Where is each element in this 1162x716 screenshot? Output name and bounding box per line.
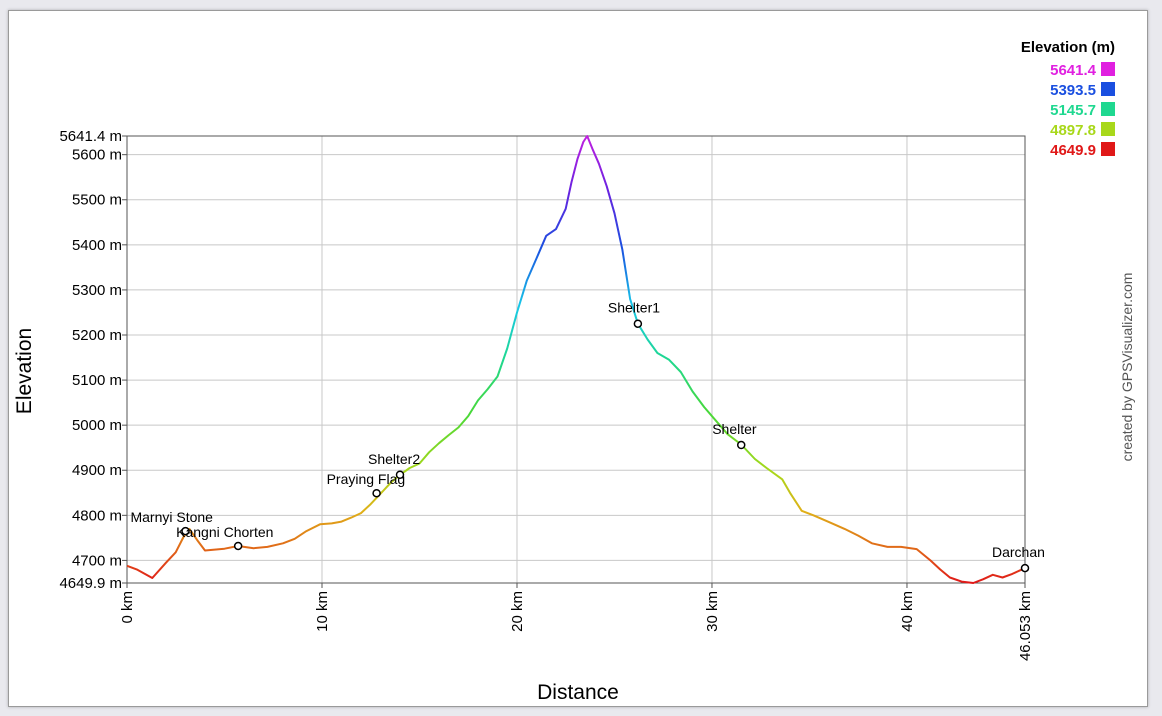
grid-lines bbox=[126, 135, 1026, 584]
legend-entry-label: 5393.5 bbox=[1050, 82, 1096, 99]
y-tick-label: 5300 m bbox=[72, 282, 122, 299]
legend-entry-label: 4897.8 bbox=[1050, 122, 1096, 139]
legend-swatch bbox=[1101, 122, 1115, 136]
waypoint-marker bbox=[633, 319, 643, 328]
y-tick-label: 4700 m bbox=[72, 552, 122, 569]
waypoint-marker bbox=[372, 488, 381, 498]
x-tick-label: 10 km bbox=[314, 591, 331, 632]
waypoint-label: Darchan bbox=[992, 544, 1045, 560]
waypoint-label: Praying Flag bbox=[327, 471, 406, 487]
y-axis-ticks: 4649.9 m 4700 m 4800 m 4900 m 5000 m 5100 m 52… bbox=[59, 128, 127, 592]
legend-swatch bbox=[1101, 102, 1115, 116]
legend-entry-label: 5145.7 bbox=[1050, 102, 1096, 119]
legend-swatch bbox=[1101, 62, 1115, 76]
legend: Elevation (m) 5641.4 5393.5 5145.7 4897.8 46… bbox=[1021, 39, 1115, 159]
y-tick-label: 4649.9 m bbox=[59, 575, 122, 592]
y-tick-label: 5600 m bbox=[72, 147, 122, 164]
y-tick-label: 5500 m bbox=[72, 192, 122, 209]
y-tick-label: 5641.4 m bbox=[59, 128, 122, 145]
legend-entry-label: 4649.9 bbox=[1050, 142, 1096, 159]
elevation-profile-line bbox=[126, 135, 1026, 584]
y-tick-label: 4800 m bbox=[72, 507, 122, 524]
x-tick-label: 46.053 km bbox=[1017, 591, 1034, 661]
legend-swatch bbox=[1101, 82, 1115, 96]
elevation-chart: 4649.9 m 4700 m 4800 m 4900 m 5000 m 5100 m 52… bbox=[13, 39, 1135, 704]
y-tick-label: 5000 m bbox=[72, 417, 122, 434]
x-axis-title: Distance bbox=[537, 681, 619, 704]
waypoint-label: Marnyi Stone bbox=[130, 509, 213, 525]
waypoint-marker bbox=[395, 470, 405, 480]
x-tick-label: 20 km bbox=[509, 591, 526, 632]
waypoint-marker bbox=[233, 541, 243, 551]
waypoint-marker bbox=[181, 526, 190, 536]
legend-entry-label: 5641.4 bbox=[1050, 62, 1097, 79]
x-tick-label: 40 km bbox=[899, 591, 916, 632]
plot-border bbox=[126, 135, 1026, 584]
waypoint-marker bbox=[736, 440, 746, 450]
legend-title: Elevation (m) bbox=[1021, 39, 1115, 56]
x-axis-ticks: 0 km 10 km 20 km 30 km 40 km 46.053 km bbox=[119, 583, 1034, 661]
y-axis-title: Elevation bbox=[13, 328, 36, 414]
waypoint-label: Kangni Chorten bbox=[176, 524, 273, 540]
y-tick-label: 5400 m bbox=[72, 237, 122, 254]
y-tick-label: 5200 m bbox=[72, 327, 122, 344]
waypoint-label: Shelter2 bbox=[368, 451, 420, 467]
waypoint-marker bbox=[1020, 563, 1030, 573]
y-tick-label: 4900 m bbox=[72, 462, 122, 479]
y-tick-label: 5100 m bbox=[72, 372, 122, 389]
chart-frame: 4649.9 m 4700 m 4800 m 4900 m 5000 m 5100 m 52… bbox=[8, 10, 1148, 707]
legend-swatch bbox=[1101, 142, 1115, 156]
waypoint-label: Shelter1 bbox=[608, 300, 660, 316]
waypoint-label: Shelter bbox=[712, 421, 757, 437]
x-tick-label: 0 km bbox=[119, 591, 136, 624]
credit-text: created by GPSVisualizer.com bbox=[1119, 273, 1135, 462]
x-tick-label: 30 km bbox=[704, 591, 721, 632]
